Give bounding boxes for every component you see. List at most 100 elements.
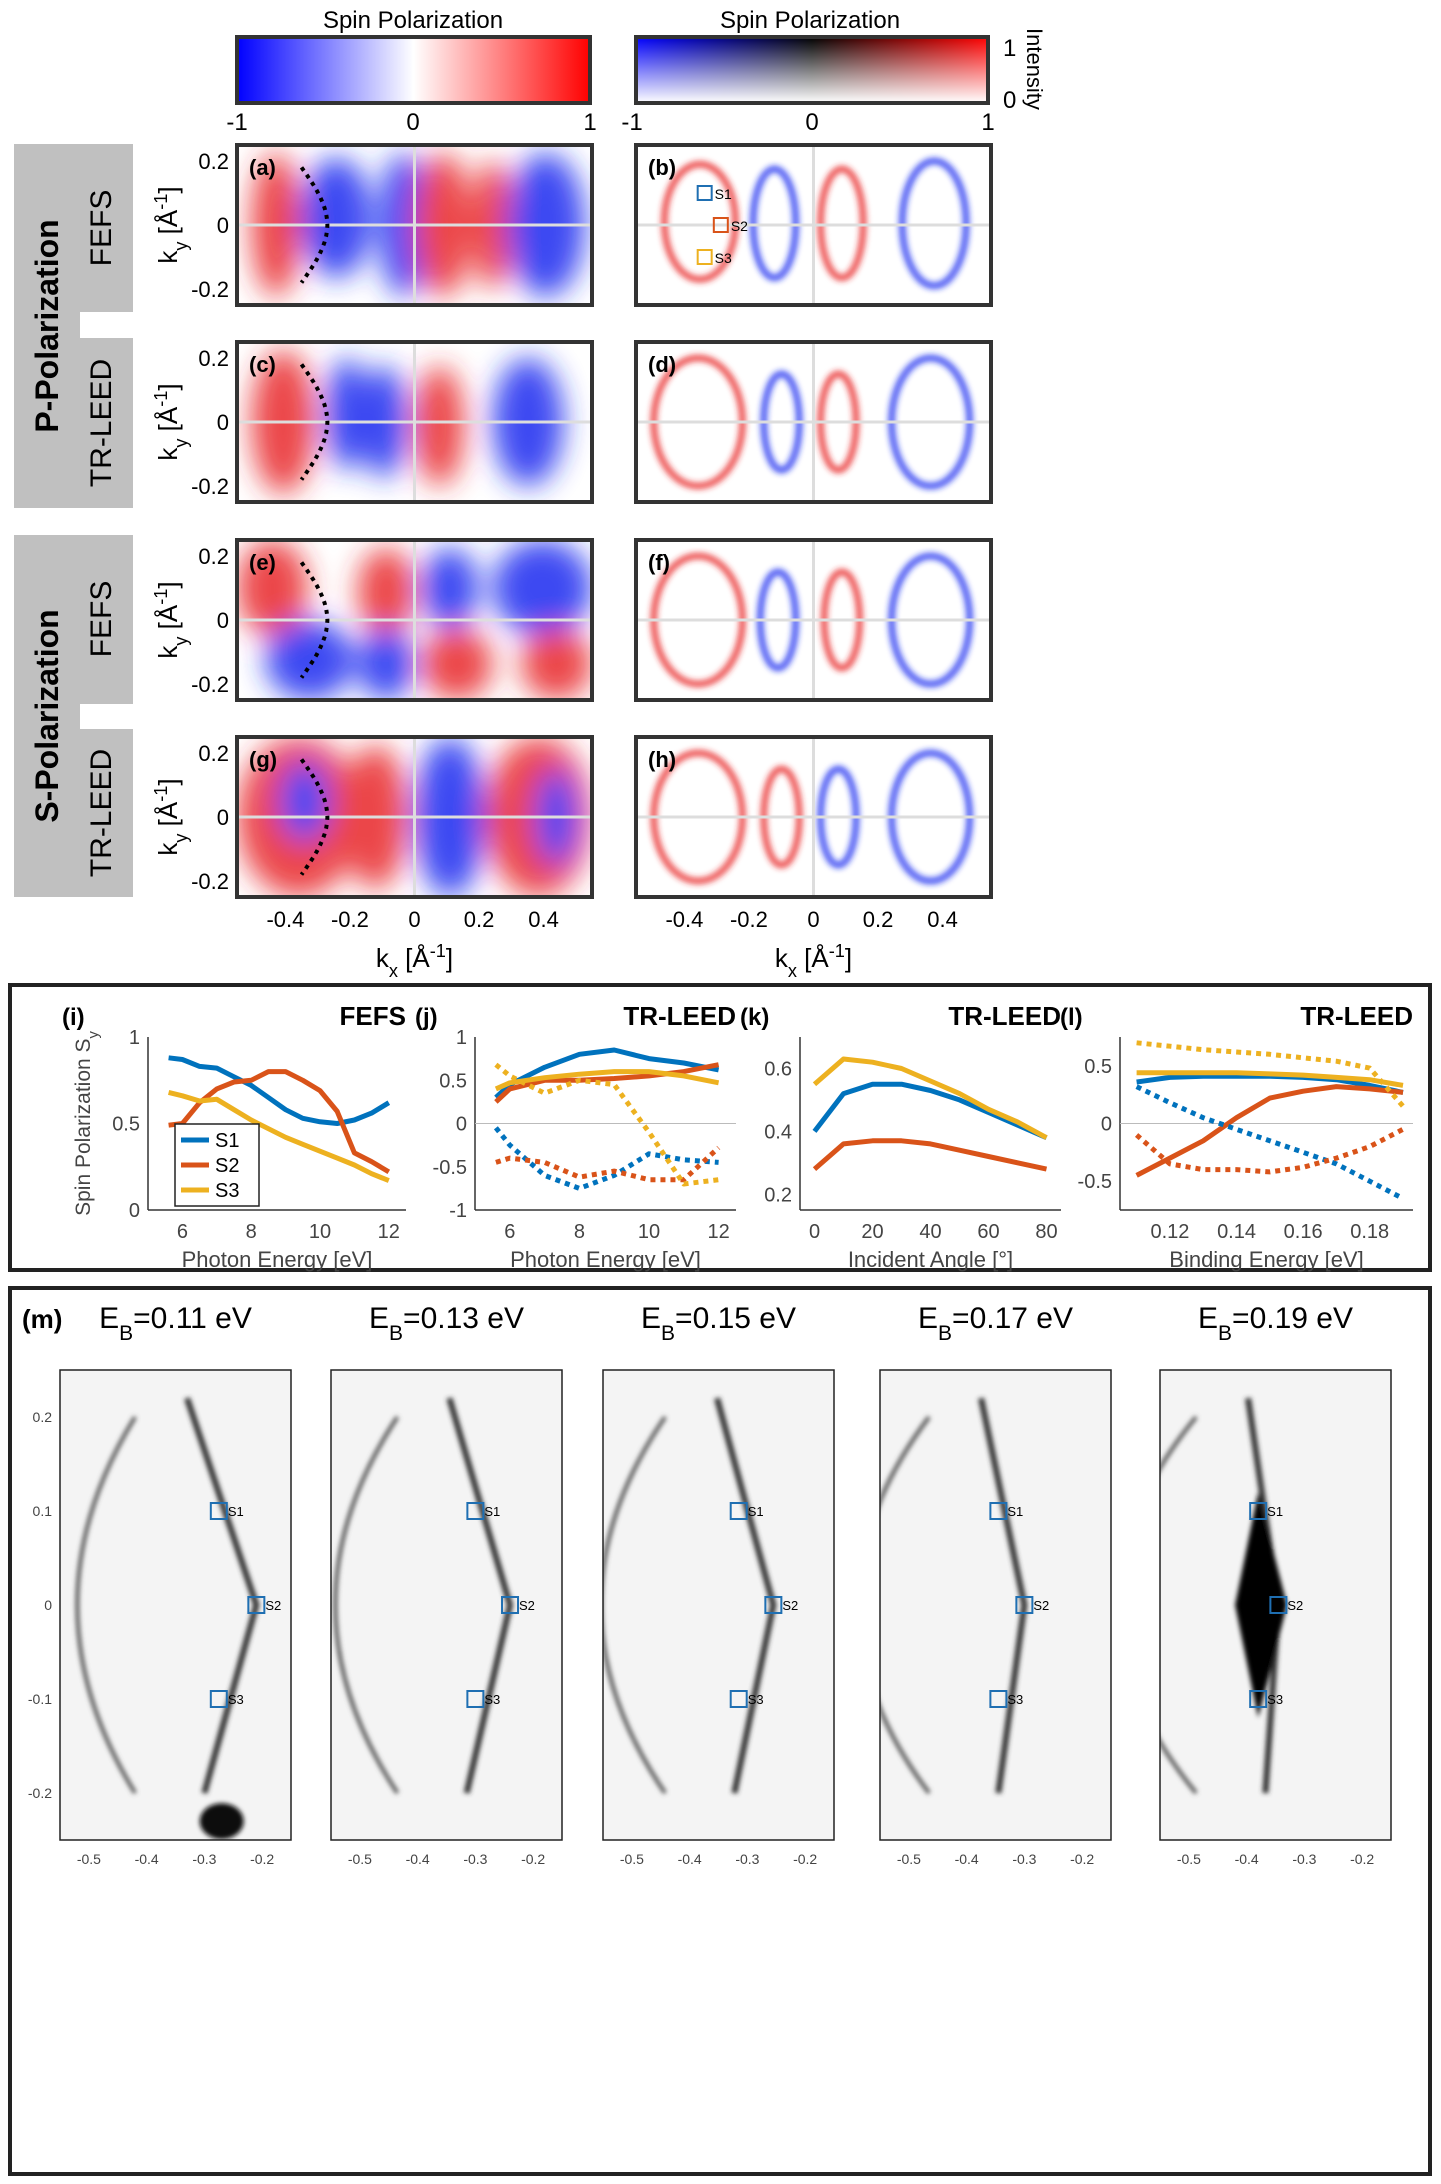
- x-tick-label: 8: [574, 1221, 585, 1243]
- x-tick-label: -0.3: [735, 1851, 759, 1867]
- legend-label: S3: [215, 1180, 239, 1202]
- band-contour: [817, 165, 867, 282]
- sample-label: S3: [748, 1692, 764, 1707]
- sample-label: S1: [1267, 1504, 1283, 1519]
- series-line: [168, 1089, 390, 1183]
- x-tick-label: -0.3: [1292, 1851, 1316, 1867]
- energy-slice-title: EB=0.15 eV: [641, 1302, 796, 1345]
- series-line: [1135, 1084, 1404, 1178]
- y-tick-label: 0.5: [439, 1070, 467, 1092]
- y-tick-label: 0.5: [1084, 1056, 1112, 1078]
- y-tick-label: 1: [129, 1027, 140, 1049]
- colorbar-right-intensity-overlay: [634, 35, 990, 105]
- sample-label: S3: [1267, 1692, 1283, 1707]
- x-axis-label: Binding Energy [eV]: [1169, 1247, 1363, 1272]
- spin-texture: [237, 540, 592, 700]
- y-tick-label: 0: [217, 213, 229, 238]
- colorbar-left-gradient: [235, 35, 592, 105]
- x-tick-label: -0.5: [1177, 1851, 1201, 1867]
- band-contour: [898, 157, 970, 290]
- slice-background: [880, 1370, 1111, 1840]
- sample-label: S1: [748, 1504, 764, 1519]
- x-tick-label: 0.2: [863, 907, 894, 932]
- x-tick-label: 6: [504, 1221, 515, 1243]
- slice-frame: [59, 1369, 292, 1841]
- inner-band-vshape: [714, 1397, 777, 1794]
- series-line: [494, 1069, 720, 1092]
- x-tick-label: -0.4: [406, 1851, 430, 1867]
- method-box: [67, 535, 133, 704]
- chart-title: FEFS: [340, 1001, 406, 1031]
- slice-image: [333, 1397, 514, 1795]
- panel-letter: (h): [648, 747, 676, 772]
- x-tick-label: -0.4: [955, 1851, 979, 1867]
- colorbar-left-title: Spin Polarization: [323, 7, 503, 34]
- energy-slice-title: EB=0.17 eV: [918, 1302, 1073, 1345]
- x-tick-label: 0.16: [1284, 1221, 1323, 1243]
- sample-label: S3: [228, 1692, 244, 1707]
- line-chart: 6 8 10 12 1 0.5 0 Photon Energy [eV] FEFS (i)Spin…: [62, 1001, 406, 1272]
- outer-band-arc: [75, 1415, 137, 1795]
- slice-image: [603, 1397, 777, 1795]
- sample-label: S2: [731, 218, 748, 234]
- y-tick-label: 1: [456, 1027, 467, 1049]
- x-axis-label: Photon Energy [eV]: [182, 1247, 373, 1272]
- x-tick-label: 0: [809, 1221, 820, 1243]
- line-chart: 0.12 0.14 0.16 0.18 0.5 0 -0.5 Binding Energy […: [1060, 1001, 1413, 1272]
- group-label-s: S-Polarization: [29, 609, 65, 822]
- colorbar-left-tick: 1: [583, 109, 596, 136]
- group-label-p: P-Polarization: [29, 219, 65, 432]
- slice-background: [331, 1370, 562, 1840]
- x-tick-label: 10: [638, 1221, 660, 1243]
- method-box: [67, 338, 133, 508]
- sample-marker: [1249, 1690, 1268, 1708]
- panel-frame: [235, 340, 594, 504]
- panel-letter: (e): [249, 550, 276, 575]
- outer-band-arc: [333, 1415, 400, 1795]
- sample-marker: [466, 1502, 485, 1520]
- spin-map-panel: (h) -0.4 -0.2 0 0.2 0.4 kx [Å-1]: [634, 735, 993, 981]
- inner-band-vshape: [184, 1397, 260, 1794]
- colorbar-right-tick: -1: [621, 109, 642, 136]
- y-tick-label: 0.2: [198, 346, 229, 371]
- row-labels: P-Polarization S-Polarization FEFS TR-LE…: [14, 144, 133, 897]
- panel-frame: [235, 538, 594, 702]
- spin-texture-blob: [421, 628, 493, 700]
- y-tick-label: 0.6: [764, 1058, 792, 1080]
- colorbar-left-tick: -1: [226, 109, 247, 136]
- dark-spot: [199, 1803, 244, 1840]
- method-box: [67, 729, 133, 897]
- y-tick-label: 0.4: [764, 1121, 792, 1143]
- panel-image: [660, 157, 970, 290]
- sample-label: S2: [519, 1598, 535, 1613]
- x-tick-label: 12: [707, 1221, 729, 1243]
- x-tick-label: 20: [861, 1221, 883, 1243]
- panel-letter: (g): [249, 747, 277, 772]
- x-tick-label: 40: [919, 1221, 941, 1243]
- spin-texture-blob: [265, 620, 355, 700]
- legend-label: S2: [215, 1155, 239, 1177]
- slice-background: [60, 1370, 291, 1840]
- slice-image: [1160, 1397, 1288, 1795]
- x-tick-label: -0.4: [678, 1851, 702, 1867]
- sample-marker: [247, 1596, 266, 1614]
- x-tick-label: -0.5: [77, 1851, 101, 1867]
- colorbar-right-title: Spin Polarization: [720, 7, 900, 34]
- y-tick-label: -0.2: [191, 474, 229, 499]
- sample-marker: [989, 1502, 1008, 1520]
- series-line: [494, 1062, 719, 1187]
- sample-label: S3: [715, 250, 732, 266]
- x-tick-label: 0: [807, 907, 819, 932]
- y-tick-label: 0: [217, 410, 229, 435]
- sample-label: S1: [1007, 1504, 1023, 1519]
- x-axis-label: Incident Angle [°]: [848, 1247, 1013, 1272]
- x-tick-label: 12: [378, 1221, 400, 1243]
- x-tick-label: 0.12: [1150, 1221, 1189, 1243]
- sample-label: S2: [265, 1598, 281, 1613]
- y-tick-label: -1: [449, 1200, 467, 1222]
- y-tick-label: 0: [217, 805, 229, 830]
- inner-band-vshape: [978, 1397, 1028, 1794]
- panel-frame: [235, 143, 594, 307]
